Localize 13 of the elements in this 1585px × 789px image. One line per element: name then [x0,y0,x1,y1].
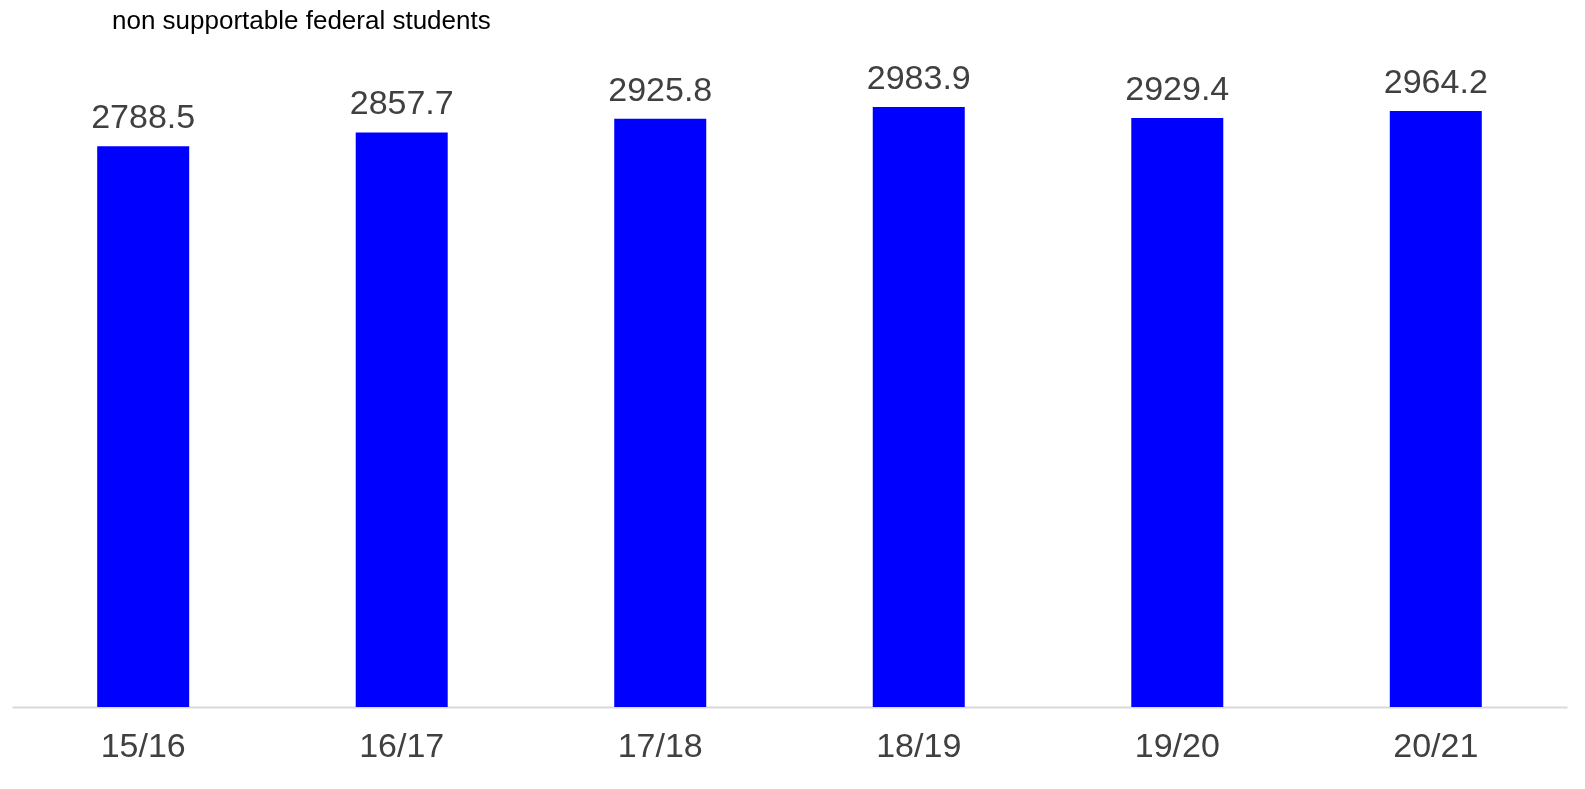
x-tick-label: 15/16 [100,725,186,764]
data-label: 2925.8 [608,69,713,108]
data-label: 2964.2 [1383,61,1488,100]
data-label: 2857.7 [349,83,454,122]
data-label: 2983.9 [866,58,971,96]
x-tick-label: 20/21 [1393,725,1479,764]
data-label: 2788.5 [91,97,196,136]
x-tick-label: 16/17 [359,725,445,764]
x-tick-label: 17/18 [617,725,703,764]
data-label: 2929.4 [1125,68,1230,107]
x-tick-label: 19/20 [1134,725,1220,764]
chart-title: non supportable federal students [112,5,491,35]
x-tick-label: 18/19 [876,725,962,764]
